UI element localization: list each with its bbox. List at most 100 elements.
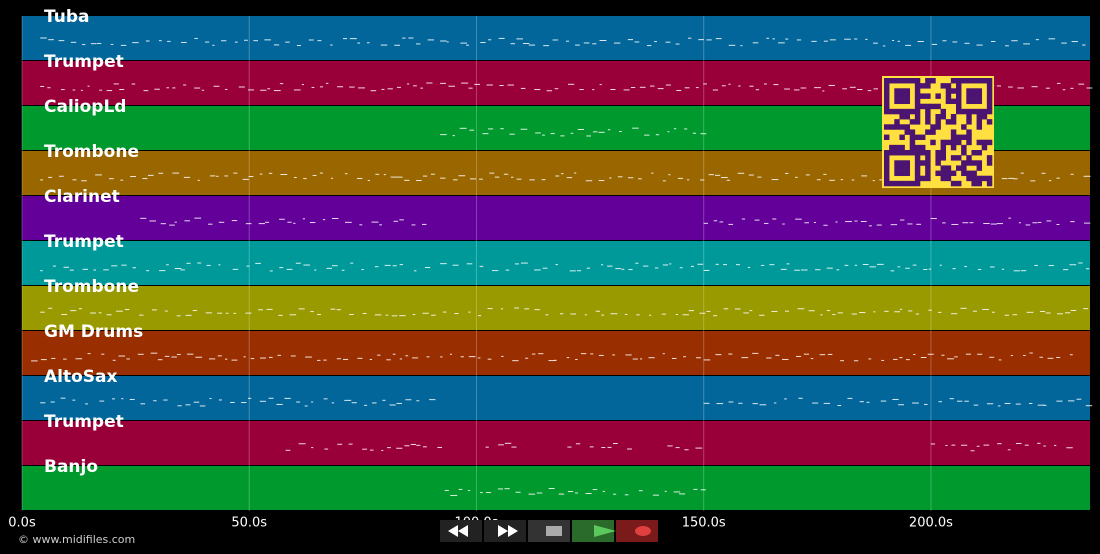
qr-cell bbox=[904, 170, 911, 177]
qr-cell bbox=[981, 78, 988, 84]
qr-cell bbox=[894, 124, 900, 130]
qr-cell bbox=[945, 98, 952, 105]
qr-cell bbox=[914, 150, 921, 156]
qr-cell bbox=[899, 144, 905, 151]
qr-cell bbox=[940, 108, 947, 115]
qr-cell bbox=[986, 93, 993, 99]
qr-cell bbox=[945, 139, 952, 146]
qr-cell bbox=[971, 170, 977, 177]
qr-cell bbox=[950, 144, 957, 151]
qr-cell bbox=[899, 170, 905, 177]
qr-cell bbox=[966, 129, 972, 135]
qr-cell bbox=[884, 88, 890, 94]
qr-cell bbox=[956, 155, 962, 161]
qr-cell bbox=[899, 165, 905, 171]
qr-cell bbox=[940, 83, 947, 89]
qr-cell bbox=[894, 98, 900, 105]
qr-cell bbox=[889, 144, 895, 151]
qr-cell bbox=[904, 180, 911, 187]
qr-cell bbox=[925, 93, 931, 99]
qr-cell bbox=[925, 165, 931, 171]
qr-cell bbox=[909, 119, 916, 125]
qr-cell bbox=[966, 170, 972, 177]
qr-cell bbox=[966, 160, 972, 166]
qr-cell bbox=[930, 103, 936, 110]
qr-cell bbox=[935, 155, 941, 161]
qr-cell bbox=[966, 78, 972, 84]
qr-cell bbox=[981, 114, 988, 120]
qr-cell bbox=[961, 108, 967, 115]
qr-cell bbox=[966, 88, 972, 94]
footer-credit: © www.midifiles.com bbox=[18, 533, 135, 546]
qr-cell bbox=[925, 78, 931, 84]
qr-cell bbox=[935, 103, 941, 110]
qr-cell bbox=[940, 170, 947, 177]
qr-cell bbox=[956, 78, 962, 84]
track-name: Banjo bbox=[44, 457, 98, 477]
x-tick-label: 50.0s bbox=[231, 516, 267, 531]
play-button[interactable] bbox=[572, 520, 614, 542]
qr-cell bbox=[966, 155, 972, 161]
qr-cell bbox=[935, 124, 941, 130]
qr-cell bbox=[904, 78, 911, 84]
qr-cell bbox=[894, 108, 900, 115]
qr-cell bbox=[966, 108, 972, 115]
qr-cell bbox=[950, 180, 957, 187]
qr-cell bbox=[950, 139, 957, 146]
qr-cell bbox=[966, 139, 972, 146]
qr-cell bbox=[920, 134, 926, 141]
qr-cell bbox=[894, 160, 900, 166]
qr-cell bbox=[909, 150, 916, 156]
qr-cell bbox=[914, 144, 921, 151]
qr-cell bbox=[894, 78, 900, 84]
qr-cell bbox=[909, 134, 916, 141]
qr-cell bbox=[945, 83, 952, 89]
qr-cell bbox=[925, 175, 931, 182]
qr-cell bbox=[899, 108, 905, 115]
qr-cell bbox=[976, 114, 983, 120]
track-lane bbox=[22, 421, 1090, 465]
qr-cell bbox=[940, 114, 947, 120]
qr-cell bbox=[925, 170, 931, 177]
qr-cell bbox=[889, 78, 895, 84]
qr-cell bbox=[956, 165, 962, 171]
qr-cell bbox=[884, 180, 890, 187]
qr-cell bbox=[986, 88, 993, 94]
qr-cell bbox=[914, 98, 921, 105]
qr-cell bbox=[920, 175, 926, 182]
qr-cell bbox=[971, 150, 977, 156]
qr-cell bbox=[920, 103, 926, 110]
track-lane bbox=[22, 286, 1090, 330]
qr-cell bbox=[971, 175, 977, 182]
qr-cell bbox=[909, 144, 916, 151]
qr-cell bbox=[884, 134, 890, 141]
qr-cell bbox=[899, 124, 905, 130]
qr-cell bbox=[914, 78, 921, 84]
qr-cell bbox=[986, 98, 993, 105]
qr-cell bbox=[976, 78, 983, 84]
qr-cell bbox=[909, 180, 916, 187]
qr-cell bbox=[925, 83, 931, 89]
qr-cell bbox=[986, 180, 993, 187]
qr-cell bbox=[884, 98, 890, 105]
qr-cell bbox=[945, 119, 952, 125]
track-name: Trumpet bbox=[44, 52, 124, 72]
qr-cell bbox=[940, 175, 947, 182]
track-name: Trombone bbox=[44, 142, 139, 162]
track-name: Trombone bbox=[44, 277, 139, 297]
qr-cell bbox=[904, 98, 911, 105]
qr-cell bbox=[914, 108, 921, 115]
qr-cell bbox=[935, 93, 941, 99]
qr-cell bbox=[986, 160, 993, 166]
qr-cell bbox=[925, 119, 931, 125]
qr-cell bbox=[899, 134, 905, 141]
qr-cell bbox=[971, 180, 977, 187]
qr-cell bbox=[935, 119, 941, 125]
qr-cell bbox=[894, 180, 900, 187]
qr-cell bbox=[976, 139, 983, 146]
qr-cell bbox=[894, 144, 900, 151]
qr-cell bbox=[925, 129, 931, 135]
qr-cell bbox=[971, 98, 977, 105]
qr-cell bbox=[966, 134, 972, 141]
